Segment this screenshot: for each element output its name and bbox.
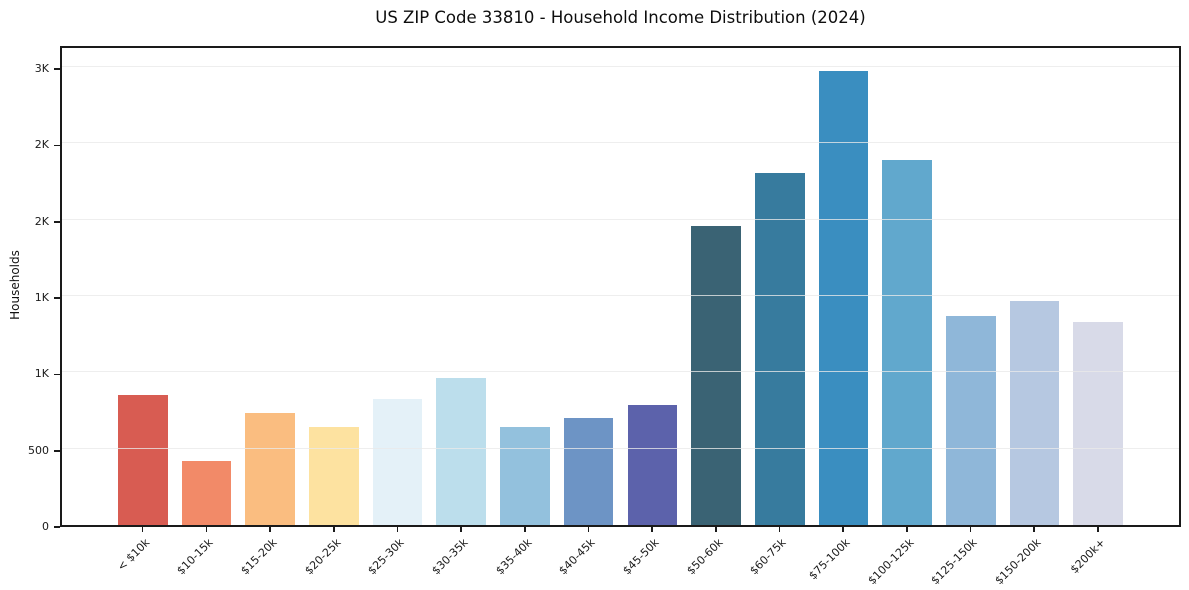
y-tick-label: 500	[28, 443, 49, 457]
bar	[627, 405, 678, 525]
x-tick-label: $35-40k	[492, 536, 535, 578]
x-tick-label: $60-75k	[747, 536, 789, 578]
bar-slot: $50-60k	[684, 48, 748, 577]
x-tick-label: $150-200k	[992, 536, 1044, 588]
bar	[245, 412, 296, 525]
bar	[691, 225, 741, 525]
bar-slot: $150-200k	[993, 48, 1067, 587]
bar-slot: $45-50k	[620, 48, 685, 577]
x-tick-label: $20-25k	[301, 536, 344, 578]
bar	[754, 173, 805, 525]
x-tick-label: $125-150k	[928, 536, 980, 588]
y-tick-mark	[54, 526, 60, 528]
bar	[372, 399, 423, 525]
x-tick-label: $15-20k	[238, 536, 280, 578]
y-tick-label: 3K	[34, 61, 49, 75]
y-tick-mark	[54, 68, 60, 70]
x-tick-mark	[715, 527, 717, 532]
bar-slot: $100-125k	[865, 48, 939, 587]
x-tick-mark	[141, 527, 144, 532]
bar	[181, 460, 232, 525]
x-tick-label: < $10k	[114, 536, 153, 574]
y-tick-mark	[54, 450, 60, 452]
bar	[818, 70, 869, 525]
y-tick-label: 2K	[34, 138, 49, 152]
bar	[500, 426, 550, 525]
bar-slot: $25-30k	[366, 48, 430, 577]
y-tick-label: 0	[42, 520, 49, 533]
bar-slot: $125-150k	[929, 48, 1003, 587]
y-tick-mark	[54, 144, 60, 147]
bar	[436, 377, 487, 525]
y-tick-mark	[54, 373, 60, 376]
x-tick-label: $75-100k	[806, 536, 853, 583]
x-tick-mark	[523, 527, 526, 532]
y-tick-mark	[54, 221, 60, 223]
bar	[563, 418, 614, 525]
x-tick-label: $200k+	[1067, 536, 1108, 577]
y-tick-label: 1K	[34, 290, 49, 304]
x-tick-label: $50-60k	[683, 536, 726, 578]
x-tick-mark	[906, 527, 908, 532]
chart-title: US ZIP Code 33810 - Household Income Dis…	[375, 8, 866, 27]
x-tick-mark	[651, 527, 653, 532]
bar	[882, 160, 932, 525]
x-tick-mark	[1033, 527, 1036, 532]
y-axis: 0 500 1K 1K 2K 2K 3K	[0, 46, 60, 533]
x-tick-mark	[587, 527, 590, 532]
bar-slot: $20-25k	[302, 48, 366, 577]
x-tick-mark	[332, 527, 335, 532]
bar-slot: $75-100k	[806, 48, 876, 582]
bar	[1073, 321, 1123, 525]
bar	[945, 315, 996, 525]
x-tick-mark	[969, 527, 972, 532]
x-tick-mark	[396, 527, 399, 532]
x-tick-label: $45-50k	[620, 536, 662, 578]
x-tick-label: $30-35k	[429, 536, 471, 578]
y-tick-mark	[54, 297, 60, 299]
bar	[309, 426, 359, 525]
x-tick-mark	[778, 527, 781, 532]
bar-slot: $15-20k	[238, 48, 302, 577]
bars-row: < $10k $10-15k $15-20k $20-25k $25-30k $30-35…	[62, 48, 1179, 587]
x-tick-label: $25-30k	[365, 536, 407, 578]
bar-slot: < $10k	[111, 48, 175, 574]
bar-slot: $200k+	[1066, 48, 1130, 576]
bar	[118, 395, 168, 525]
x-tick-mark	[269, 527, 271, 532]
x-tick-label: $100-125k	[865, 536, 917, 588]
bar-slot: $40-45k	[557, 48, 621, 577]
bar	[1009, 301, 1060, 525]
x-tick-mark	[205, 527, 208, 532]
y-tick-label: 1K	[34, 367, 49, 381]
bar-slot: $35-40k	[493, 48, 557, 577]
x-tick-label: $40-45k	[556, 536, 598, 578]
x-tick-mark	[1097, 527, 1099, 532]
x-tick-label: $10-15k	[174, 536, 216, 578]
bar-slot: $60-75k	[748, 48, 812, 577]
x-tick-mark	[460, 527, 462, 532]
bar-slot: $10-15k	[174, 48, 239, 577]
bar-slot: $30-35k	[429, 48, 493, 577]
x-tick-mark	[842, 527, 844, 532]
y-tick-label: 2K	[34, 214, 49, 228]
plot-area: < $10k $10-15k $15-20k $20-25k $25-30k $30-35…	[60, 46, 1181, 587]
